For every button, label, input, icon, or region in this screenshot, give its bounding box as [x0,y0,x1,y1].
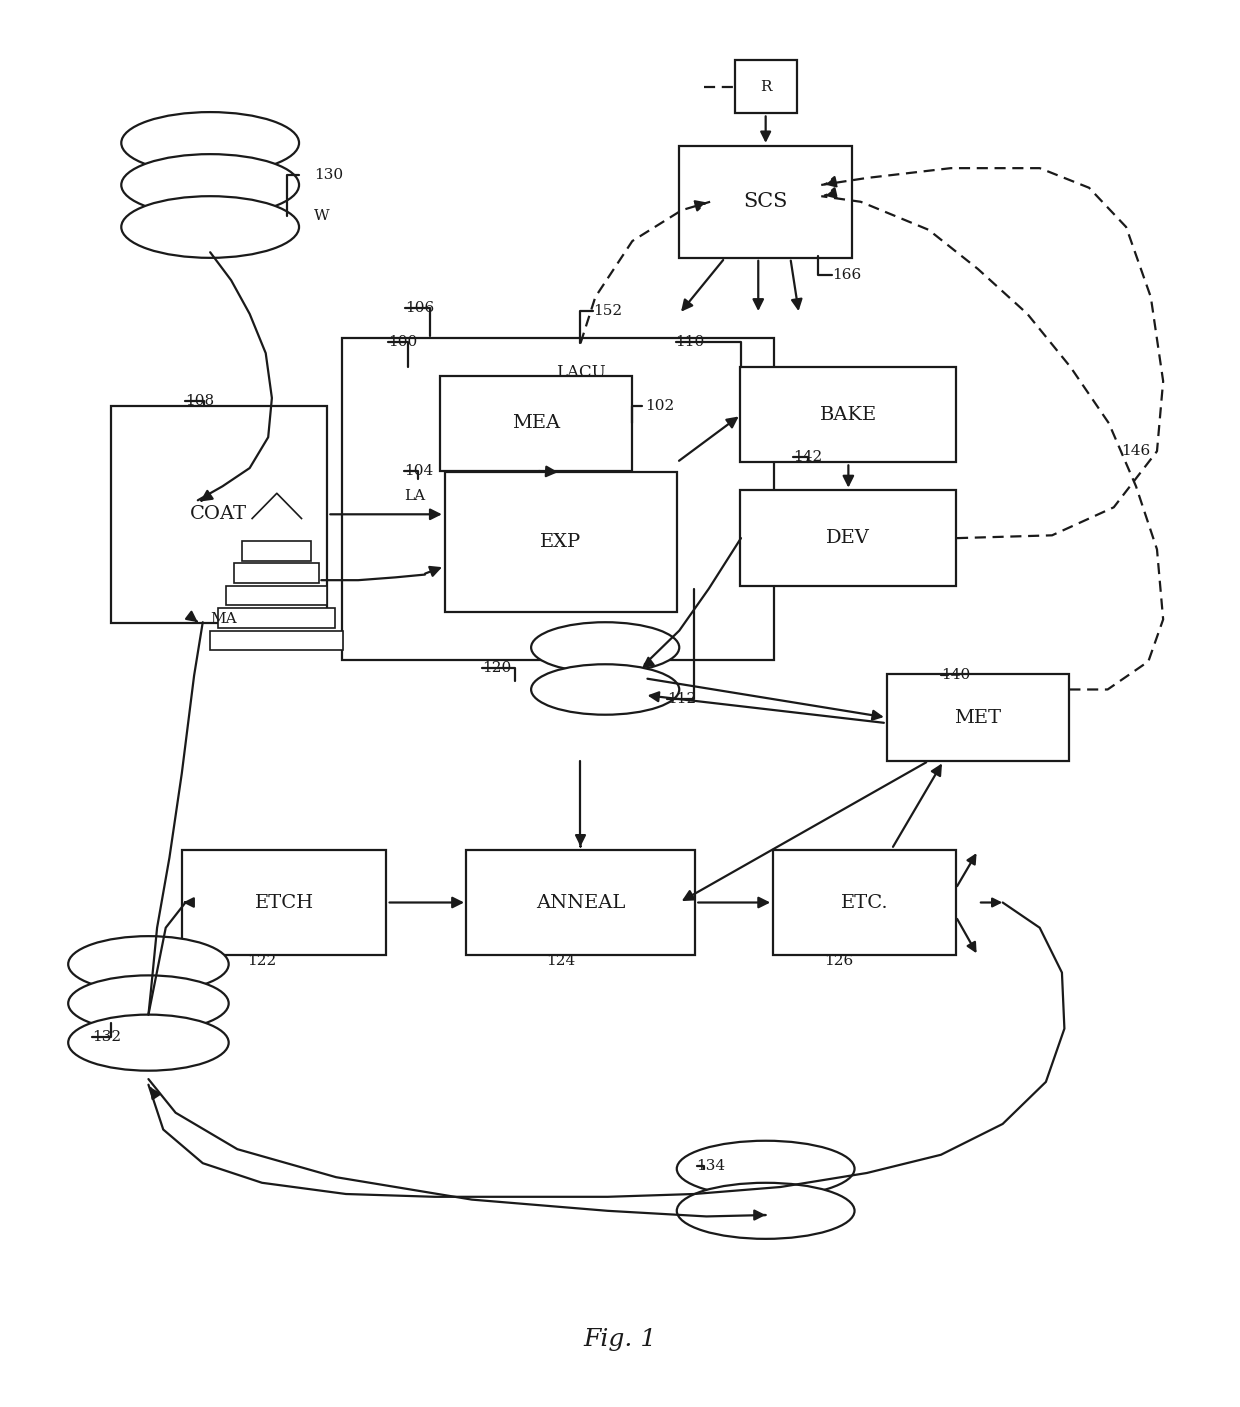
Text: Fig. 1: Fig. 1 [583,1328,657,1351]
Ellipse shape [68,1014,228,1071]
Text: SCS: SCS [744,193,787,211]
Text: 112: 112 [667,692,696,706]
Text: 152: 152 [593,304,622,318]
FancyBboxPatch shape [500,343,661,402]
Text: BAKE: BAKE [820,405,877,424]
FancyBboxPatch shape [242,540,311,560]
Text: 166: 166 [832,267,862,281]
FancyBboxPatch shape [210,630,343,650]
Ellipse shape [531,664,680,715]
Ellipse shape [531,622,680,673]
FancyBboxPatch shape [466,850,694,955]
FancyBboxPatch shape [226,585,327,605]
Ellipse shape [68,975,228,1031]
Ellipse shape [68,936,228,992]
FancyBboxPatch shape [773,850,956,955]
Text: 106: 106 [405,301,434,315]
Text: LA: LA [404,490,425,504]
FancyBboxPatch shape [445,473,677,612]
Ellipse shape [677,1183,854,1238]
Text: EXP: EXP [541,533,582,552]
Text: MET: MET [955,709,1002,726]
FancyBboxPatch shape [440,376,631,471]
Text: ETCH: ETCH [254,893,314,912]
Ellipse shape [122,113,299,173]
Text: 108: 108 [186,394,215,408]
FancyBboxPatch shape [218,608,336,628]
Text: 122: 122 [247,954,277,968]
Text: R: R [760,80,771,94]
Text: 146: 146 [1121,445,1151,459]
FancyBboxPatch shape [342,338,774,660]
Text: 104: 104 [404,464,433,478]
FancyBboxPatch shape [740,491,956,585]
Text: 140: 140 [941,668,970,682]
Text: 102: 102 [645,400,673,414]
Text: MA: MA [210,612,237,626]
Text: ANNEAL: ANNEAL [536,893,625,912]
FancyBboxPatch shape [110,405,327,623]
Text: 132: 132 [92,1030,120,1044]
Text: 130: 130 [314,169,343,182]
FancyBboxPatch shape [234,563,320,582]
Ellipse shape [677,1141,854,1197]
FancyBboxPatch shape [740,367,956,463]
Text: 100: 100 [388,335,417,349]
Ellipse shape [122,196,299,257]
Text: 126: 126 [823,954,853,968]
Text: 120: 120 [482,661,511,675]
Text: 142: 142 [792,450,822,464]
Text: DEV: DEV [826,529,870,547]
Text: COAT: COAT [190,505,247,523]
FancyBboxPatch shape [735,61,796,114]
Text: LACU: LACU [556,364,605,381]
Text: 134: 134 [697,1159,725,1173]
Text: 124: 124 [546,954,575,968]
Text: W: W [314,208,330,222]
Text: 110: 110 [676,335,704,349]
FancyBboxPatch shape [680,146,852,257]
Text: ETC.: ETC. [841,893,888,912]
FancyBboxPatch shape [887,674,1069,761]
Text: MEA: MEA [512,414,560,432]
Ellipse shape [122,155,299,215]
FancyBboxPatch shape [182,850,386,955]
